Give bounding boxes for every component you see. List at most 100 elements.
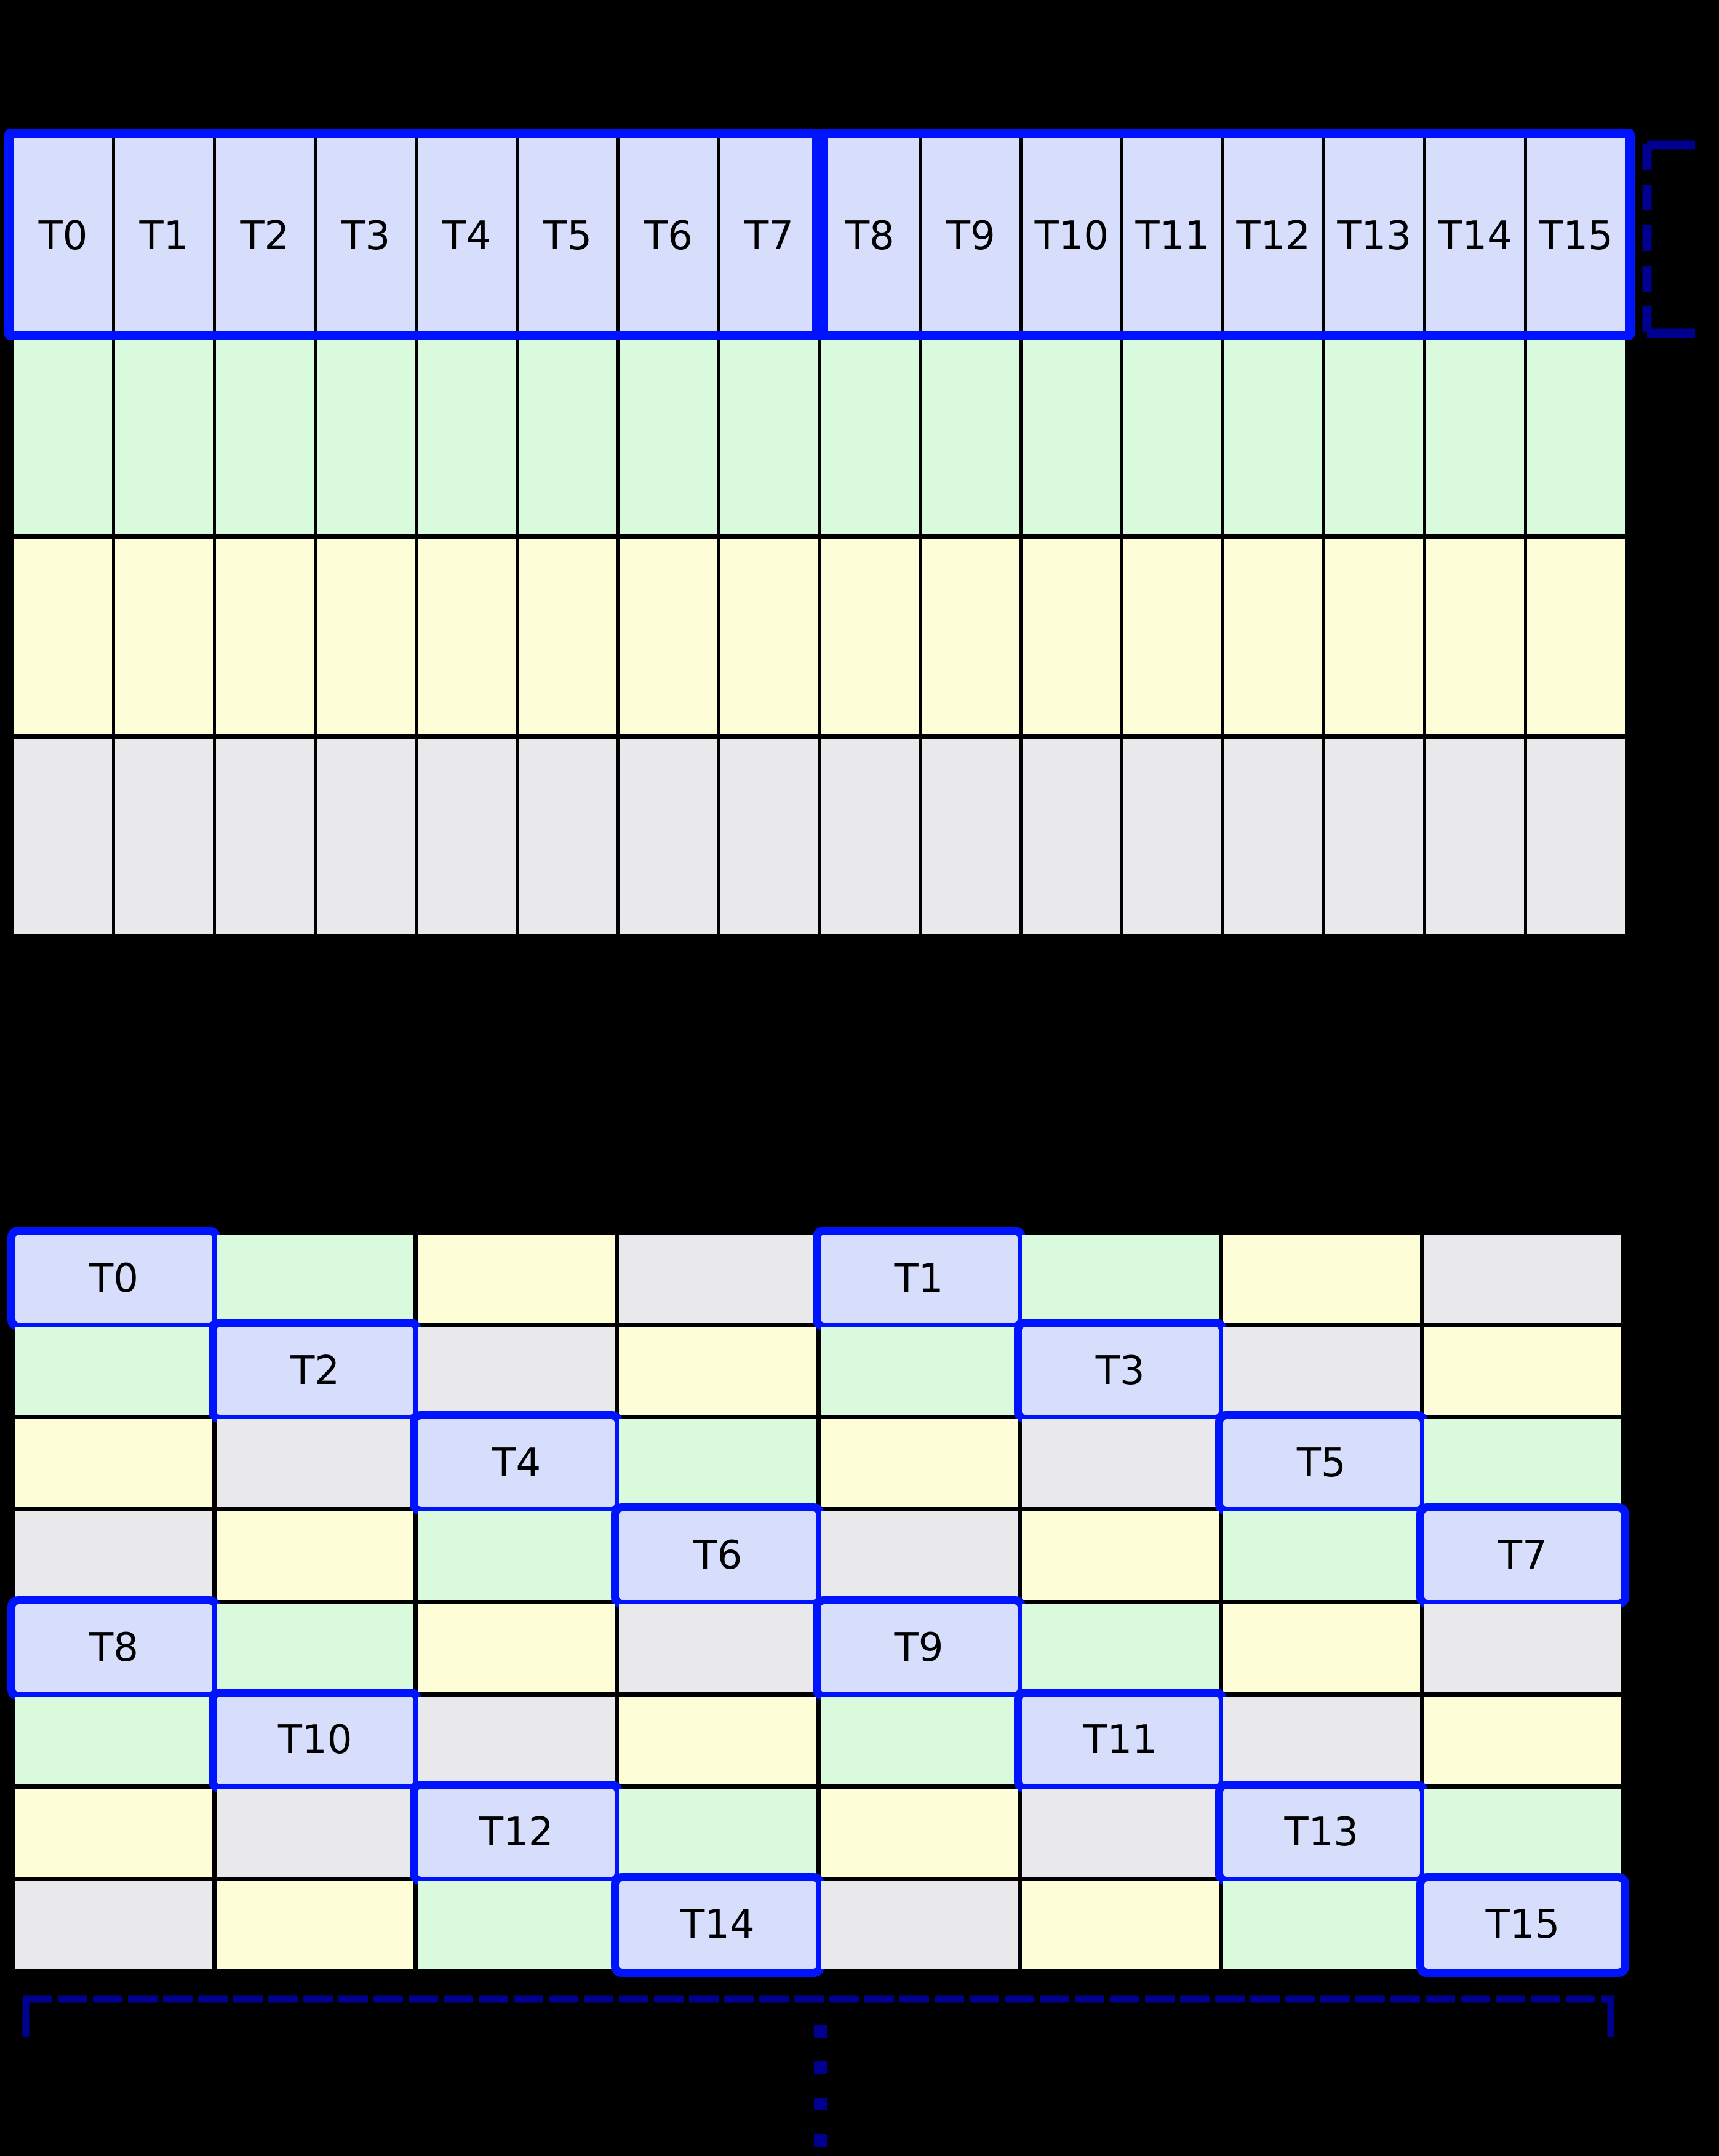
linear-thread-cell-T12: T12 xyxy=(1224,138,1323,334)
swizzled-thread-cell-T2: T2 xyxy=(217,1327,414,1415)
swizzled-gray-cell xyxy=(820,1511,1018,1600)
linear-yellow-cell xyxy=(316,539,415,734)
linear-thread-cell-T14: T14 xyxy=(1426,138,1525,334)
swizzled-yellow-cell xyxy=(1222,1235,1420,1323)
linear-gray-cell xyxy=(1224,739,1323,934)
swizzled-green-cell xyxy=(1021,1235,1219,1323)
linear-gray-cell xyxy=(215,739,314,934)
linear-gray-cell xyxy=(417,739,516,934)
swizzled-yellow-cell xyxy=(15,1419,213,1508)
linear-thread-cell-T7: T7 xyxy=(720,138,818,334)
row-span-bracket-icon xyxy=(1642,140,1695,338)
linear-green-cell xyxy=(1325,338,1424,534)
swizzled-gray-cell xyxy=(1424,1235,1621,1323)
linear-thread-cell-T2: T2 xyxy=(215,138,314,334)
linear-green-cell xyxy=(215,338,314,534)
linear-gray-cell xyxy=(922,739,1020,934)
linear-green-cell xyxy=(417,338,516,534)
swizzled-green-cell xyxy=(820,1327,1018,1415)
linear-gray-cell xyxy=(114,739,213,934)
swizzled-yellow-cell xyxy=(418,1604,615,1692)
swizzled-yellow-cell xyxy=(217,1511,414,1600)
swizzled-yellow-cell xyxy=(619,1327,816,1415)
linear-green-cell xyxy=(1123,338,1222,534)
swizzled-green-cell xyxy=(15,1696,213,1784)
linear-yellow-cell xyxy=(1123,539,1222,734)
swizzled-thread-cell-T10: T10 xyxy=(217,1696,414,1784)
linear-gray-cell xyxy=(316,739,415,934)
swizzled-green-cell xyxy=(418,1880,615,1969)
swizzled-green-cell xyxy=(1222,1880,1420,1969)
linear-thread-cell-T4: T4 xyxy=(417,138,516,334)
swizzled-gray-cell xyxy=(1021,1788,1219,1877)
swizzled-thread-cell-T0: T0 xyxy=(15,1235,213,1323)
swizzled-gray-cell xyxy=(1222,1696,1420,1784)
swizzled-green-cell xyxy=(418,1511,615,1600)
linear-gray-cell xyxy=(14,739,112,934)
linear-green-cell xyxy=(1023,338,1121,534)
swizzled-gray-cell xyxy=(15,1511,213,1600)
linear-green-cell xyxy=(821,338,919,534)
swizzled-thread-cell-T7: T7 xyxy=(1424,1511,1621,1600)
swizzled-yellow-cell xyxy=(1222,1604,1420,1692)
linear-yellow-cell xyxy=(720,539,818,734)
linear-yellow-cell xyxy=(1224,539,1323,734)
swizzled-yellow-cell xyxy=(1424,1696,1621,1784)
linear-yellow-cell xyxy=(114,539,213,734)
linear-gray-cell xyxy=(619,739,717,934)
swizzled-gray-cell xyxy=(619,1604,816,1692)
swizzled-thread-cell-T15: T15 xyxy=(1424,1880,1621,1969)
swizzled-green-cell xyxy=(1222,1511,1420,1600)
swizzled-yellow-cell xyxy=(820,1419,1018,1508)
linear-layout-grid: T0 T1 T2 T3 T4 T5 T6 T7 T8 T9 T10 T11 T12 T13 T14 T15 xyxy=(4,129,1635,937)
linear-yellow-cell xyxy=(1527,539,1625,734)
linear-thread-cell-T0: T0 xyxy=(14,138,112,334)
swizzled-gray-cell xyxy=(1222,1327,1420,1415)
linear-thread-cell-T11: T11 xyxy=(1123,138,1222,334)
swizzled-thread-cell-T11: T11 xyxy=(1021,1696,1219,1784)
swizzled-thread-cell-T14: T14 xyxy=(619,1880,816,1969)
swizzled-yellow-cell xyxy=(619,1696,816,1784)
linear-green-cell xyxy=(1224,338,1323,534)
linear-yellow-cell xyxy=(215,539,314,734)
swizzled-green-cell xyxy=(1424,1419,1621,1508)
swizzled-thread-cell-T8: T8 xyxy=(15,1604,213,1692)
swizzled-green-cell xyxy=(619,1788,816,1877)
linear-green-cell xyxy=(922,338,1020,534)
linear-yellow-cell xyxy=(518,539,616,734)
bottom-span-bracket-icon xyxy=(22,1995,1614,2037)
linear-thread-cell-T5: T5 xyxy=(518,138,616,334)
swizzled-thread-cell-T4: T4 xyxy=(418,1419,615,1508)
swizzled-green-cell xyxy=(15,1327,213,1415)
linear-thread-cell-T3: T3 xyxy=(316,138,415,334)
swizzled-gray-cell xyxy=(418,1696,615,1784)
swizzled-yellow-cell xyxy=(217,1880,414,1969)
linear-gray-cell xyxy=(1023,739,1121,934)
linear-yellow-cell xyxy=(417,539,516,734)
swizzled-yellow-cell xyxy=(1021,1880,1219,1969)
swizzled-thread-cell-T3: T3 xyxy=(1021,1327,1219,1415)
linear-yellow-cell xyxy=(14,539,112,734)
linear-green-cell xyxy=(518,338,616,534)
swizzled-thread-cell-T9: T9 xyxy=(820,1604,1018,1692)
linear-green-cell xyxy=(114,338,213,534)
linear-thread-cell-T15: T15 xyxy=(1527,138,1625,334)
swizzled-gray-cell xyxy=(1424,1604,1621,1692)
linear-gray-cell xyxy=(1527,739,1625,934)
swizzled-gray-cell xyxy=(217,1419,414,1508)
swizzled-layout-grid: T0 T1 T2 T3 T4 T5 T6 T7 T8 T9 T10 T11 T12 T13 T14 T15 xyxy=(12,1231,1625,1973)
linear-green-cell xyxy=(1527,338,1625,534)
swizzled-gray-cell xyxy=(217,1788,414,1877)
swizzled-green-cell xyxy=(1021,1604,1219,1692)
swizzled-thread-cell-T12: T12 xyxy=(418,1788,615,1877)
swizzled-gray-cell xyxy=(15,1880,213,1969)
linear-thread-cell-T8: T8 xyxy=(821,138,919,334)
swizzled-yellow-cell xyxy=(1424,1327,1621,1415)
linear-yellow-cell xyxy=(922,539,1020,734)
swizzled-yellow-cell xyxy=(820,1788,1018,1877)
swizzled-gray-cell xyxy=(820,1880,1018,1969)
linear-thread-cell-T1: T1 xyxy=(114,138,213,334)
swizzled-thread-cell-T6: T6 xyxy=(619,1511,816,1600)
linear-gray-cell xyxy=(821,739,919,934)
swizzled-thread-cell-T13: T13 xyxy=(1222,1788,1420,1877)
